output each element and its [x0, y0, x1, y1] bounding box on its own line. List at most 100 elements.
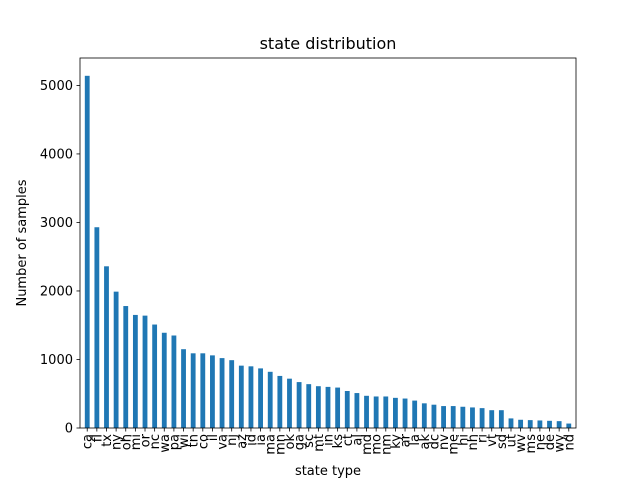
bar-ne [537, 420, 543, 428]
bar-in [325, 386, 331, 428]
bars-group [84, 75, 572, 428]
x-tick-label: mo [370, 434, 385, 455]
x-tick-label: ia [254, 434, 269, 446]
bar-la [412, 400, 418, 428]
bar-ct [344, 391, 350, 428]
bar-mt [315, 386, 321, 428]
bar-ks [335, 387, 341, 428]
x-tick-label: ak [418, 434, 433, 450]
x-tick-label: ok [283, 434, 298, 450]
x-tick-label: nj [225, 434, 240, 446]
bar-or [142, 315, 148, 428]
bar-me [450, 406, 456, 428]
bar-nh [470, 407, 475, 428]
x-tick-label: ma [264, 434, 279, 455]
bar-id [248, 366, 254, 428]
plot-frame [79, 57, 577, 429]
bar-co [200, 353, 206, 428]
bar-tx [104, 266, 109, 428]
y-tick-label: 5000 [40, 79, 73, 94]
bar-md [364, 395, 369, 428]
bar-il [210, 355, 215, 428]
x-tick-label: wi [177, 434, 192, 448]
x-tick-label: ky [389, 434, 404, 449]
bar-ut [508, 418, 514, 428]
bar-dc [431, 404, 437, 428]
x-tick-label: nv [437, 434, 452, 450]
x-tick-label: oh [119, 434, 134, 450]
bar-vt [489, 410, 495, 428]
x-tick-label: tx [100, 434, 115, 447]
bar-ca [84, 75, 90, 428]
y-tick-label: 3000 [40, 216, 73, 231]
bar-ak [421, 403, 427, 428]
bar-mi [132, 314, 138, 428]
x-tick-label: fl [90, 434, 105, 442]
bar-ga [296, 382, 302, 428]
x-tick-label: ga [293, 434, 308, 450]
x-tick-label: ne [533, 434, 548, 450]
x-tick-label: dc [427, 434, 442, 449]
y-tick-label: 4000 [40, 147, 73, 162]
bar-va [219, 358, 225, 428]
bar-wy [556, 421, 562, 428]
x-tick-label: nd [562, 434, 577, 451]
x-tick-label: nc [148, 434, 163, 449]
bar-nj [229, 360, 235, 428]
bar-pa [171, 335, 177, 428]
x-tick-label: va [216, 434, 231, 450]
x-tick-label: ms [524, 434, 539, 454]
bar-hi [460, 406, 466, 428]
y-tick-label: 2000 [40, 284, 73, 299]
x-tick-label: id [244, 434, 259, 446]
x-tick-label: mt [312, 434, 327, 452]
bar-ma [267, 371, 273, 428]
bar-ms [527, 420, 533, 428]
bar-sc [306, 384, 312, 428]
x-tick-label: wy [553, 434, 568, 453]
x-tick-label: ct [341, 434, 356, 446]
bar-de [547, 420, 552, 428]
x-tick-label: co [196, 434, 211, 449]
bar-wv [518, 419, 524, 428]
bar-ok [287, 378, 292, 428]
x-tick-label: ut [504, 434, 519, 447]
x-tick-label: nh [466, 434, 481, 450]
x-tick-label: hi [456, 434, 471, 446]
x-tick-label: il [206, 434, 221, 441]
y-axis-label: Number of samples [15, 179, 30, 306]
bar-mo [373, 396, 379, 428]
y-tick-label: 0 [65, 422, 73, 437]
bar-nm [383, 396, 389, 428]
bar-ar [402, 398, 408, 428]
chart-title: state distribution [260, 34, 397, 53]
bar-ri [479, 408, 485, 428]
x-tick-label: md [360, 434, 375, 455]
bar-mn [277, 375, 283, 428]
x-tick-label: or [139, 433, 154, 447]
bar-oh [123, 306, 129, 428]
x-tick-label: me [447, 434, 462, 455]
bar-az [238, 365, 244, 428]
x-tick-label: sc [302, 434, 317, 448]
x-axis-label: state type [295, 464, 361, 479]
bar-fl [94, 227, 100, 428]
bar-ny [113, 291, 119, 428]
x-tick-label: ks [331, 434, 346, 449]
y-axis-ticks: 0 1000 2000 3000 4000 5000 [40, 79, 80, 437]
x-tick-label: az [235, 434, 250, 449]
x-tick-label: wa [158, 434, 173, 453]
bar-wa [161, 332, 167, 428]
x-tick-label: ca [81, 434, 96, 449]
x-tick-label: mn [273, 434, 288, 455]
y-tick-label: 1000 [40, 353, 73, 368]
x-tick-label: vt [485, 434, 500, 447]
bar-ia [258, 368, 263, 428]
x-tick-label: al [350, 434, 365, 446]
bar-tn [190, 353, 196, 428]
bar-ky [393, 397, 398, 428]
x-tick-label: ri [476, 434, 491, 443]
x-tick-label: in [322, 434, 337, 446]
x-tick-label: pa [167, 434, 182, 450]
